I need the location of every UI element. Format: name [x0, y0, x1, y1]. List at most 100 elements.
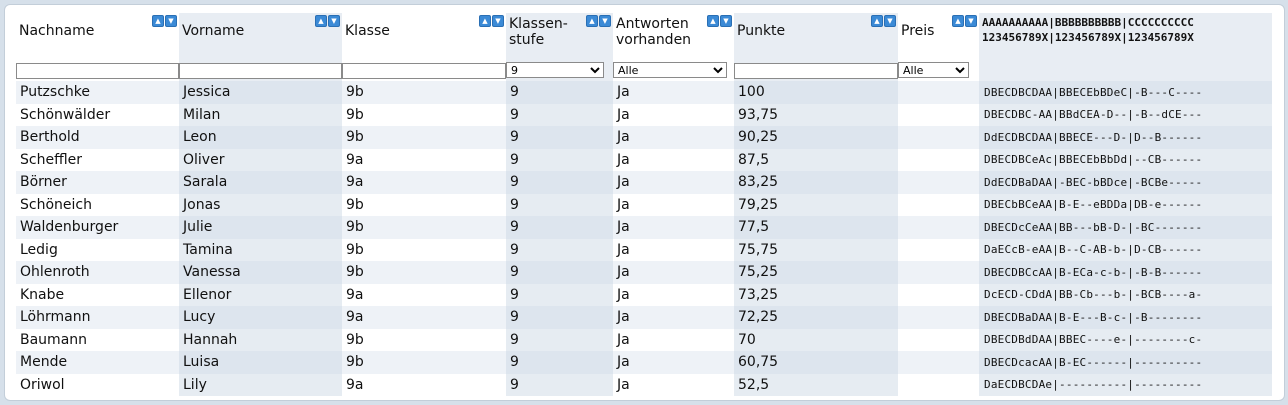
cell-punkte: 83,25	[734, 171, 898, 194]
table-row[interactable]: Baumann Hannah 9b 9 Ja 70 DBECDBdDAA|BBEC----e…	[16, 328, 1272, 351]
sort-up-icon[interactable]: ▲	[315, 15, 327, 27]
cell-nachname: Waldenburger	[16, 216, 179, 239]
filter-klassenstufe-select[interactable]: 9	[506, 62, 604, 78]
results-panel: Nachname ▲ ▼ Vorname ▲ ▼ Klasse ▲ ▼ Klassen…	[4, 4, 1285, 401]
filter-nachname-input[interactable]	[16, 62, 179, 79]
column-header-antworten[interactable]: Antworten vorhanden ▲ ▼	[613, 13, 734, 61]
column-header-nachname[interactable]: Nachname ▲ ▼	[16, 13, 179, 61]
sort-up-icon[interactable]: ▲	[152, 15, 164, 27]
sort-down-icon[interactable]: ▼	[328, 15, 340, 27]
results-table: Nachname ▲ ▼ Vorname ▲ ▼ Klasse ▲ ▼ Klassen…	[16, 13, 1272, 396]
sort-down-icon[interactable]: ▼	[884, 15, 896, 27]
cell-nachname: Schönwälder	[16, 103, 179, 126]
table-row[interactable]: Schöneich Jonas 9b 9 Ja 79,25 DBECbBCeAA|B-E--…	[16, 193, 1272, 216]
cell-stufe: 9	[506, 193, 613, 216]
cell-stufe: 9	[506, 283, 613, 306]
cell-nachname: Ledig	[16, 238, 179, 261]
cell-vorname: Vanessa	[179, 261, 342, 284]
sort-up-icon[interactable]: ▲	[479, 15, 491, 27]
cell-code: DdECDBCDAA|BBECE---D-|D--B------	[979, 126, 1272, 149]
cell-vorname: Julie	[179, 216, 342, 239]
cell-nachname: Knabe	[16, 283, 179, 306]
cell-preis	[898, 171, 979, 194]
cell-stufe: 9	[506, 351, 613, 374]
table-row[interactable]: Ohlenroth Vanessa 9b 9 Ja 75,25 DBECDBCcAA|B-E…	[16, 261, 1272, 284]
cell-preis	[898, 351, 979, 374]
sort-up-icon[interactable]: ▲	[707, 15, 719, 27]
filter-klasse-input[interactable]	[342, 62, 506, 79]
sort-buttons[interactable]: ▲ ▼	[152, 15, 177, 27]
filter-vorname-input[interactable]	[179, 62, 342, 79]
cell-klasse: 9a	[342, 306, 506, 329]
cell-klasse: 9b	[342, 261, 506, 284]
filter-antworten-select[interactable]: Alle	[613, 62, 727, 78]
column-header-preis[interactable]: Preis ▲ ▼	[898, 13, 979, 61]
cell-antworten: Ja	[613, 171, 734, 194]
sort-down-icon[interactable]: ▼	[599, 15, 611, 27]
sort-down-icon[interactable]: ▼	[720, 15, 732, 27]
table-row[interactable]: Knabe Ellenor 9a 9 Ja 73,25 DcECD-CDdA|BB-Cb--…	[16, 283, 1272, 306]
cell-vorname: Jessica	[179, 81, 342, 104]
sort-buttons[interactable]: ▲ ▼	[871, 15, 896, 27]
cell-vorname: Milan	[179, 103, 342, 126]
cell-preis	[898, 328, 979, 351]
column-header-vorname[interactable]: Vorname ▲ ▼	[179, 13, 342, 61]
cell-punkte: 79,25	[734, 193, 898, 216]
header-row: Nachname ▲ ▼ Vorname ▲ ▼ Klasse ▲ ▼ Klassen…	[16, 13, 1272, 81]
sort-buttons[interactable]: ▲ ▼	[952, 15, 977, 27]
table-row[interactable]: Putzschke Jessica 9b 9 Ja 100 DBECDBCDAA|BBECE…	[16, 81, 1272, 104]
cell-klasse: 9b	[342, 193, 506, 216]
cell-stufe: 9	[506, 261, 613, 284]
cell-nachname: Mende	[16, 351, 179, 374]
cell-punkte: 75,75	[734, 238, 898, 261]
cell-code: DBECDBCDAA|BBECEbBDeC|-B---C----	[979, 81, 1272, 104]
table-row[interactable]: Oriwol Lily 9a 9 Ja 52,5 DaECDBCDAe|----------…	[16, 373, 1272, 396]
cell-antworten: Ja	[613, 238, 734, 261]
cell-preis	[898, 238, 979, 261]
table-row[interactable]: Scheffler Oliver 9a 9 Ja 87,5 DBECDBCeAc|BBECE…	[16, 148, 1272, 171]
sort-buttons[interactable]: ▲ ▼	[707, 15, 732, 27]
cell-vorname: Jonas	[179, 193, 342, 216]
filter-punkte-input[interactable]	[734, 62, 898, 79]
sort-up-icon[interactable]: ▲	[586, 15, 598, 27]
column-header-punkte[interactable]: Punkte ▲ ▼	[734, 13, 898, 61]
sort-down-icon[interactable]: ▼	[965, 15, 977, 27]
sort-buttons[interactable]: ▲ ▼	[479, 15, 504, 27]
cell-klasse: 9b	[342, 238, 506, 261]
cell-nachname: Schöneich	[16, 193, 179, 216]
sort-down-icon[interactable]: ▼	[492, 15, 504, 27]
cell-klasse: 9b	[342, 103, 506, 126]
cell-punkte: 77,5	[734, 216, 898, 239]
cell-klasse: 9b	[342, 351, 506, 374]
column-label: Punkte	[737, 23, 786, 39]
sort-down-icon[interactable]: ▼	[165, 15, 177, 27]
cell-vorname: Lily	[179, 373, 342, 396]
table-row[interactable]: Berthold Leon 9b 9 Ja 90,25 DdECDBCDAA|BBECE--…	[16, 126, 1272, 149]
cell-stufe: 9	[506, 216, 613, 239]
cell-klasse: 9b	[342, 126, 506, 149]
sort-up-icon[interactable]: ▲	[871, 15, 883, 27]
cell-antworten: Ja	[613, 126, 734, 149]
table-body: Putzschke Jessica 9b 9 Ja 100 DBECDBCDAA|BBECE…	[16, 81, 1272, 396]
cell-preis	[898, 306, 979, 329]
cell-nachname: Baumann	[16, 328, 179, 351]
table-row[interactable]: Ledig Tamina 9b 9 Ja 75,75 DaECcB-eAA|B--C-AB-…	[16, 238, 1272, 261]
cell-nachname: Berthold	[16, 126, 179, 149]
column-header-klassenstufe[interactable]: Klassen- stufe ▲ ▼	[506, 13, 613, 61]
sort-buttons[interactable]: ▲ ▼	[586, 15, 611, 27]
table-row[interactable]: Mende Luisa 9b 9 Ja 60,75 DBECDcacAA|B-EC-----…	[16, 351, 1272, 374]
column-label: AAAAAAAAAA|BBBBBBBBBB|CCCCCCCCCC 1234567…	[982, 16, 1194, 44]
table-row[interactable]: Löhrmann Lucy 9a 9 Ja 72,25 DBECDBaDAA|B-E---B…	[16, 306, 1272, 329]
table-row[interactable]: Waldenburger Julie 9b 9 Ja 77,5 DBECDcCeAA|BB-…	[16, 216, 1272, 239]
cell-preis	[898, 193, 979, 216]
table-row[interactable]: Börner Sarala 9a 9 Ja 83,25 DdECDBaDAA|-BEC-bB…	[16, 171, 1272, 194]
cell-code: DBECbBCeAA|B-E--eBDDa|DB-e------	[979, 193, 1272, 216]
sort-up-icon[interactable]: ▲	[952, 15, 964, 27]
table-row[interactable]: Schönwälder Milan 9b 9 Ja 93,75 DBECDBC-AA|BBd…	[16, 103, 1272, 126]
sort-buttons[interactable]: ▲ ▼	[315, 15, 340, 27]
column-header-klasse[interactable]: Klasse ▲ ▼	[342, 13, 506, 61]
filter-preis-select[interactable]: Alle	[898, 62, 969, 78]
cell-preis	[898, 216, 979, 239]
cell-nachname: Löhrmann	[16, 306, 179, 329]
cell-preis	[898, 148, 979, 171]
